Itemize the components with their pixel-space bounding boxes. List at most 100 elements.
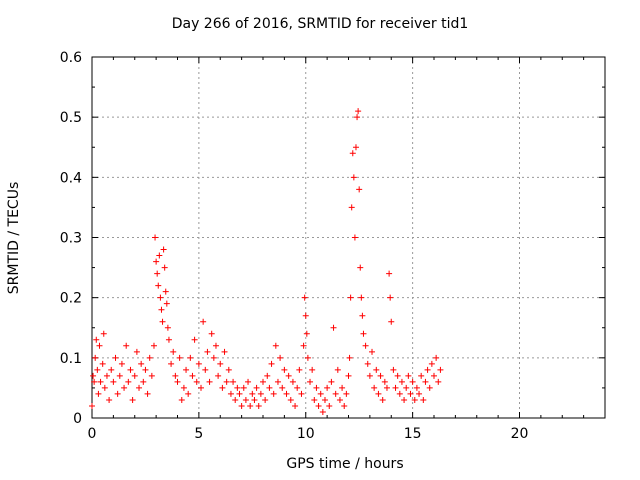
data-point [383, 384, 390, 391]
data-point [121, 384, 128, 391]
data-point [118, 360, 125, 367]
data-point [146, 354, 153, 361]
data-point [106, 396, 113, 403]
data-point [103, 372, 110, 379]
data-point [89, 402, 95, 409]
data-point [148, 372, 155, 379]
data-point [127, 366, 134, 373]
data-point [274, 378, 281, 385]
data-point [223, 378, 230, 385]
data-point [324, 384, 331, 391]
x-tick-label: 15 [404, 426, 422, 442]
data-point [313, 384, 320, 391]
data-point [217, 360, 224, 367]
data-point [321, 396, 328, 403]
y-tick-label: 0.1 [60, 351, 82, 367]
data-point [296, 366, 303, 373]
y-tick-label: 0.4 [60, 170, 82, 186]
data-point [343, 390, 350, 397]
data-point [185, 390, 192, 397]
data-point [245, 378, 252, 385]
data-point [191, 336, 198, 343]
data-point [379, 396, 386, 403]
data-point [255, 402, 262, 409]
data-point [350, 174, 357, 181]
data-point [125, 378, 132, 385]
chart-title: Day 266 of 2016, SRMTID for receiver tid… [171, 16, 469, 32]
data-point [364, 360, 371, 367]
data-point [208, 330, 215, 337]
data-point [212, 342, 219, 349]
data-point [93, 336, 100, 343]
data-point [129, 396, 136, 403]
data-point [355, 108, 362, 115]
data-point [386, 270, 393, 277]
data-point [183, 366, 190, 373]
data-point [358, 294, 365, 301]
data-point [170, 348, 177, 355]
data-point [336, 396, 343, 403]
data-point [133, 348, 140, 355]
data-point [330, 324, 337, 331]
data-point [96, 342, 103, 349]
data-point [264, 372, 271, 379]
data-point [309, 366, 316, 373]
x-axis-label: GPS time / hours [286, 456, 404, 472]
data-points [89, 108, 444, 415]
data-point [413, 384, 420, 391]
data-point [99, 360, 106, 367]
data-point [152, 234, 159, 241]
data-point [392, 384, 399, 391]
data-point [304, 354, 311, 361]
data-point [155, 282, 162, 289]
data-point [90, 372, 97, 379]
data-point [221, 348, 228, 355]
data-point [142, 366, 149, 373]
data-point [332, 390, 339, 397]
data-point [349, 150, 356, 157]
data-point [348, 204, 355, 211]
data-point [140, 378, 147, 385]
data-point [95, 390, 102, 397]
data-point [390, 366, 397, 373]
data-point [242, 396, 249, 403]
data-point [202, 366, 209, 373]
data-point [352, 144, 359, 151]
data-point [92, 354, 99, 361]
data-point [373, 366, 380, 373]
data-point [268, 360, 275, 367]
data-point [346, 354, 353, 361]
data-point [289, 378, 296, 385]
data-point [356, 186, 363, 193]
axes [91, 56, 606, 419]
data-point [168, 360, 175, 367]
data-point [359, 312, 366, 319]
data-point [108, 366, 115, 373]
y-tick-label: 0.2 [60, 291, 82, 307]
data-point [230, 378, 237, 385]
data-point [428, 360, 435, 367]
data-point [210, 354, 217, 361]
data-point [247, 402, 254, 409]
data-point [375, 390, 382, 397]
data-point [101, 384, 108, 391]
data-point [294, 384, 301, 391]
data-point [157, 294, 164, 301]
data-point [387, 294, 394, 301]
plot-border [91, 56, 606, 419]
data-point [357, 264, 364, 271]
data-point [240, 384, 247, 391]
data-point [116, 372, 123, 379]
data-point [163, 300, 170, 307]
data-point [234, 384, 241, 391]
data-point [292, 402, 299, 409]
data-point [420, 396, 427, 403]
data-point [279, 384, 286, 391]
data-point [433, 354, 440, 361]
data-point [232, 396, 239, 403]
data-point [347, 294, 354, 301]
data-point [204, 348, 211, 355]
data-point [174, 378, 181, 385]
data-point [301, 294, 308, 301]
